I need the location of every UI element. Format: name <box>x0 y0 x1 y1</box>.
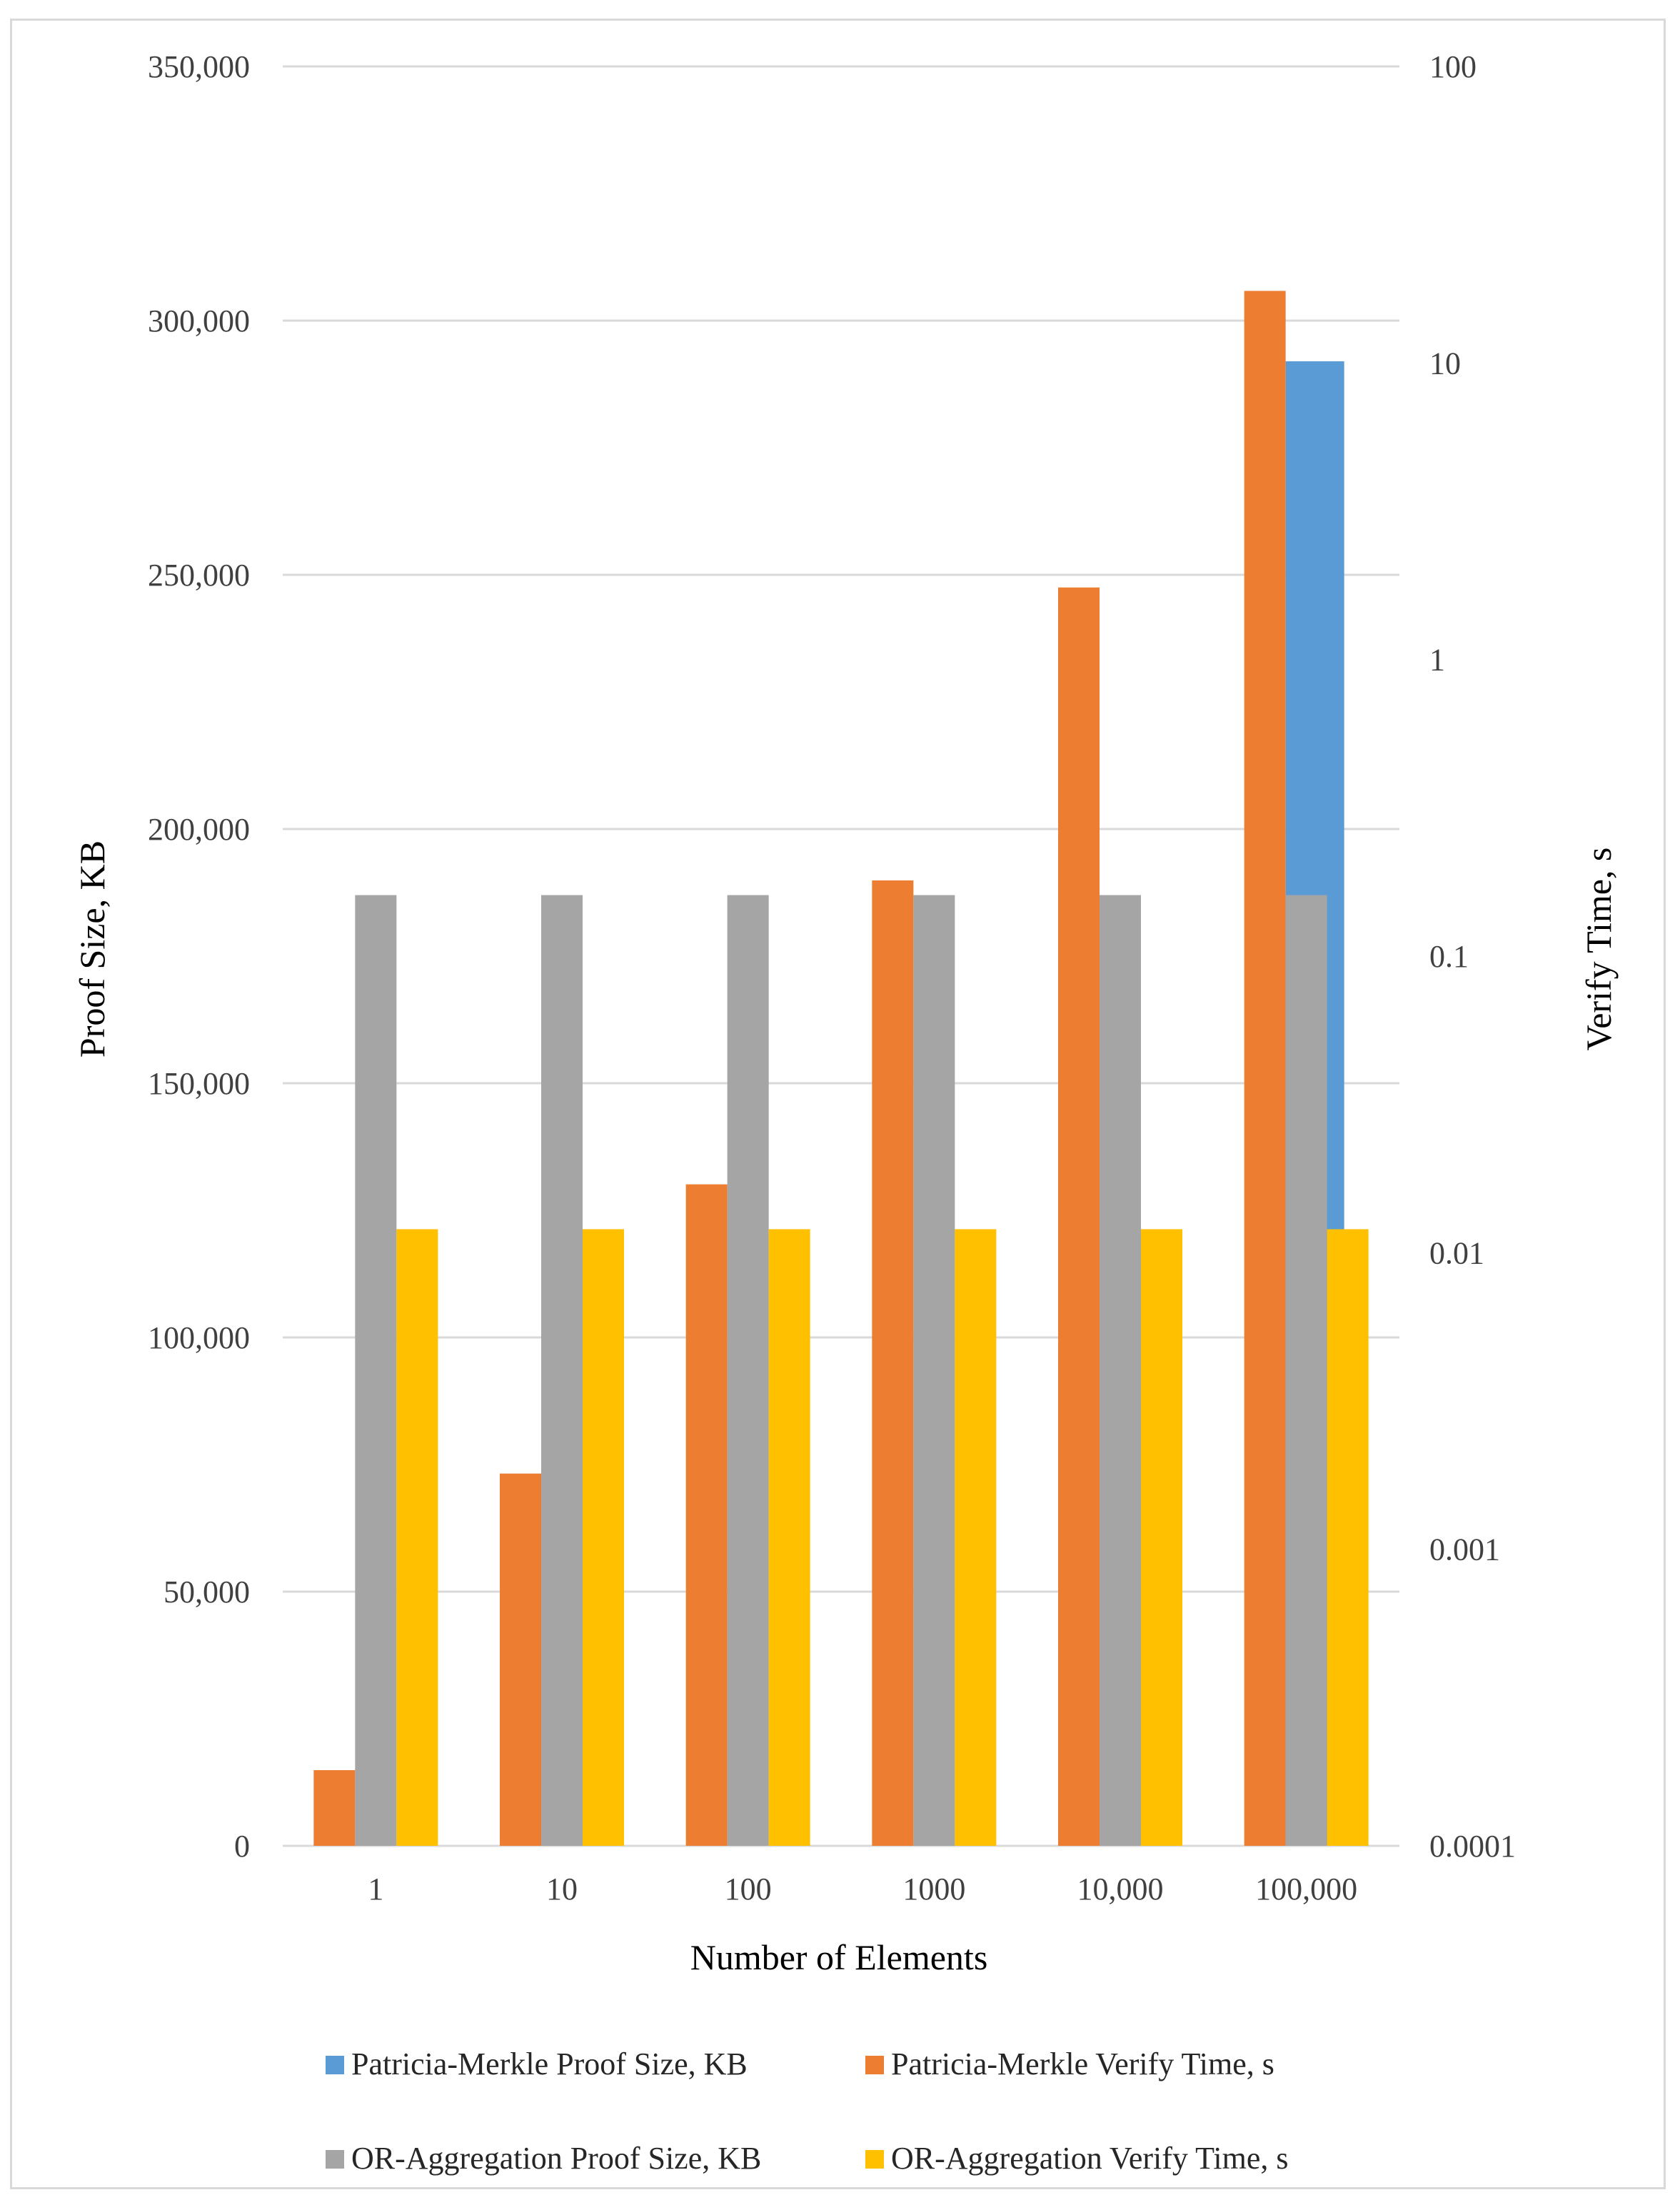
legend-label: OR-Aggregation Proof Size, KB <box>351 2141 761 2176</box>
y-tick-label: 100,000 <box>148 1320 250 1355</box>
bar <box>1141 1229 1182 1846</box>
legend-swatch <box>865 2150 884 2169</box>
y-axis-title: Proof Size, KB <box>72 840 112 1058</box>
gridlines <box>283 65 1399 1847</box>
bars <box>313 291 1369 1847</box>
chart-frame <box>10 19 1666 2189</box>
y-tick-label: 50,000 <box>164 1574 250 1609</box>
y-tick-label: 350,000 <box>148 49 250 84</box>
legend-item: OR-Aggregation Verify Time, s <box>865 2141 1289 2176</box>
legend-label: OR-Aggregation Verify Time, s <box>891 2141 1289 2176</box>
bar <box>913 895 955 1846</box>
y-tick-label: 250,000 <box>148 558 250 593</box>
bar <box>500 1473 541 1846</box>
y2-axis-tick-labels: 0.0001 0.001 0.01 0.1 1 10 100 <box>1429 49 1516 1864</box>
y2-axis-title: Verify Time, s <box>1579 848 1619 1051</box>
bar <box>313 1769 356 1846</box>
x-axis-tick-labels: 1 10 100 1000 10,000 100,000 <box>368 1872 1357 1907</box>
x-axis-title: Number of Elements <box>690 1937 988 1977</box>
legend-label: Patricia-Merkle Proof Size, KB <box>351 2046 748 2081</box>
y2-tick-label: 0.001 <box>1429 1532 1500 1567</box>
y2-tick-label: 1 <box>1429 643 1445 678</box>
legend-item: Patricia-Merkle Verify Time, s <box>865 2046 1274 2081</box>
y-tick-label: 0 <box>234 1829 250 1864</box>
bar <box>768 1229 810 1846</box>
y2-tick-label: 100 <box>1429 49 1477 84</box>
bar <box>396 1229 438 1846</box>
legend-label: Patricia-Merkle Verify Time, s <box>891 2046 1274 2081</box>
bar <box>1244 291 1286 1846</box>
bar <box>583 1229 624 1846</box>
x-tick-label: 1000 <box>902 1872 965 1907</box>
x-tick-label: 10 <box>546 1872 578 1907</box>
legend-swatch <box>326 2150 344 2169</box>
legend-item: OR-Aggregation Proof Size, KB <box>326 2141 761 2176</box>
legend-item: Patricia-Merkle Proof Size, KB <box>326 2046 748 2081</box>
x-tick-label: 1 <box>368 1872 383 1907</box>
bar <box>355 895 397 1846</box>
legend: Patricia-Merkle Proof Size, KB Patricia-M… <box>326 2046 1289 2176</box>
bar <box>1285 895 1327 1846</box>
bar <box>1058 587 1100 1846</box>
x-tick-label: 10,000 <box>1077 1872 1164 1907</box>
legend-swatch <box>865 2056 884 2074</box>
y-tick-label: 300,000 <box>148 303 250 338</box>
x-tick-label: 100,000 <box>1255 1872 1357 1907</box>
y-tick-label: 150,000 <box>148 1066 250 1101</box>
bar <box>1100 895 1141 1846</box>
bar <box>872 880 914 1846</box>
bar <box>955 1229 997 1846</box>
legend-swatch <box>326 2056 344 2074</box>
bar <box>727 895 769 1846</box>
bar <box>1327 1229 1369 1846</box>
bar <box>685 1184 728 1846</box>
y-tick-label: 200,000 <box>148 812 250 847</box>
y-axis-tick-labels: 0 50,000 100,000 150,000 200,000 250,000 300,0… <box>148 49 250 1864</box>
x-tick-label: 100 <box>725 1872 772 1907</box>
y2-tick-label: 0.1 <box>1429 939 1469 974</box>
bar <box>541 895 583 1846</box>
y2-tick-label: 10 <box>1429 346 1461 381</box>
y2-tick-label: 0.0001 <box>1429 1829 1516 1864</box>
y2-tick-label: 0.01 <box>1429 1235 1484 1270</box>
